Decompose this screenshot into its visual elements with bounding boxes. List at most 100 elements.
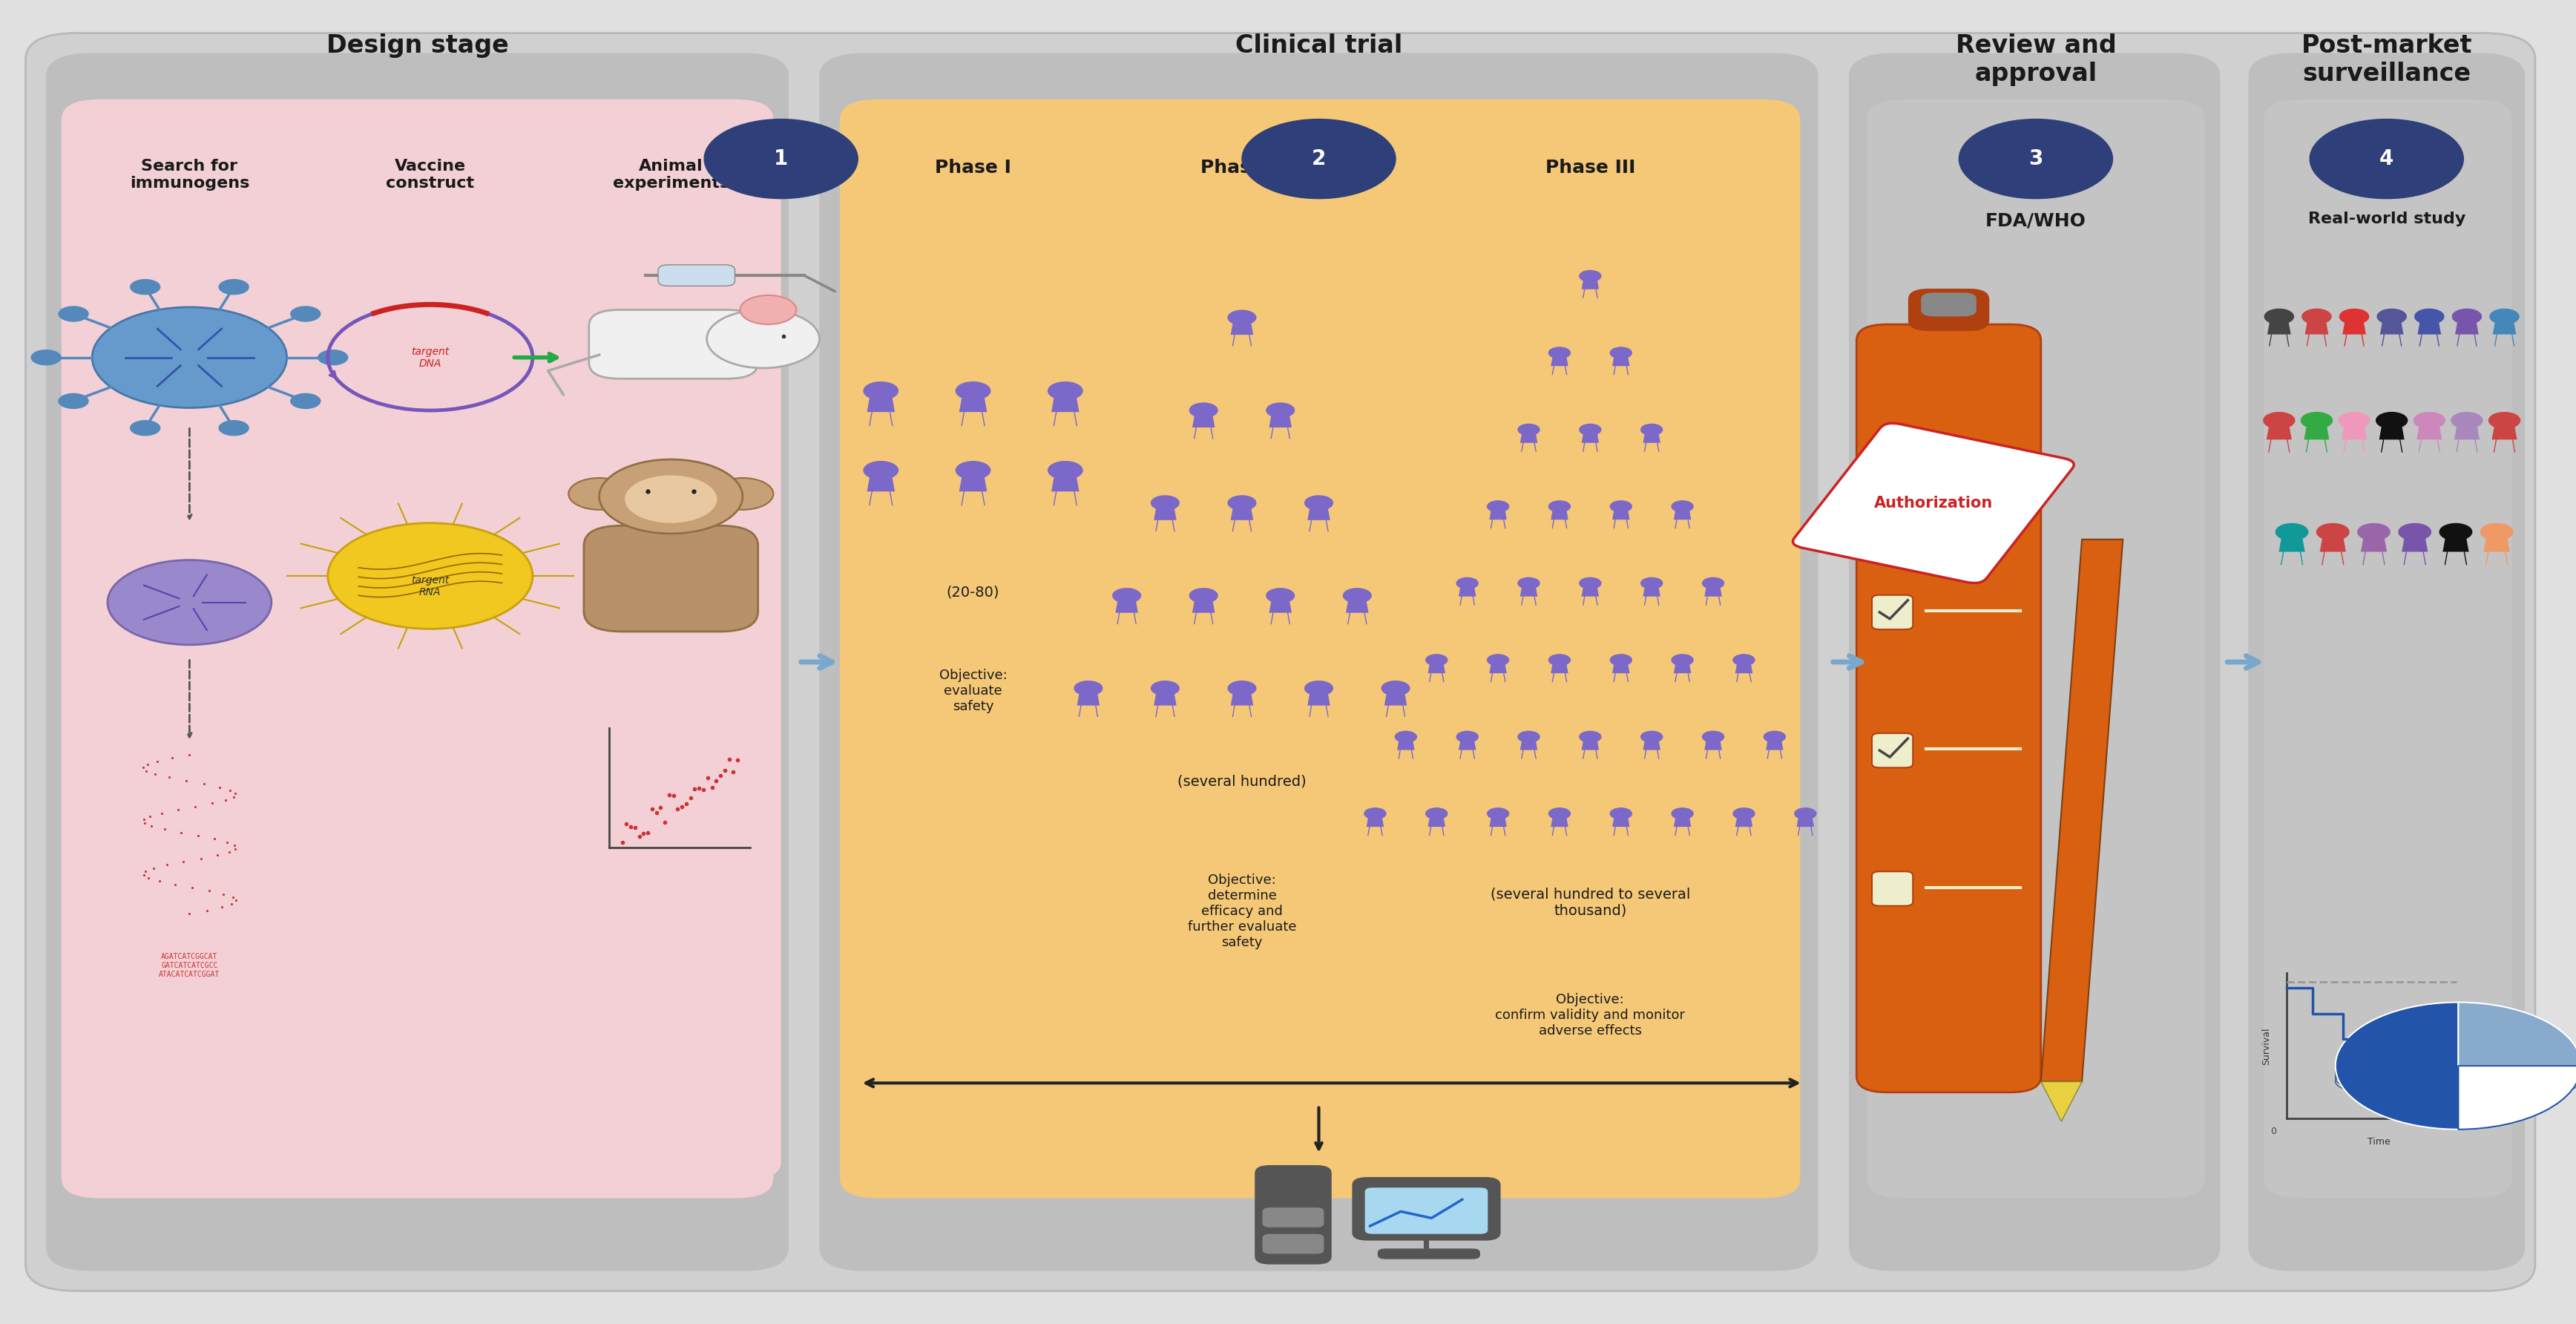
FancyBboxPatch shape xyxy=(1922,293,1976,316)
Circle shape xyxy=(2357,523,2391,540)
Polygon shape xyxy=(1051,474,1079,491)
Circle shape xyxy=(956,381,989,400)
Polygon shape xyxy=(1613,662,1628,673)
Circle shape xyxy=(1610,808,1631,820)
FancyBboxPatch shape xyxy=(590,310,757,379)
Circle shape xyxy=(1579,577,1600,589)
Circle shape xyxy=(2452,308,2481,324)
Polygon shape xyxy=(2040,1082,2081,1121)
Polygon shape xyxy=(1115,598,1139,613)
Circle shape xyxy=(863,381,899,400)
Circle shape xyxy=(1486,808,1510,820)
Text: Search for
immunogens: Search for immunogens xyxy=(129,159,250,191)
Polygon shape xyxy=(1193,413,1213,428)
Circle shape xyxy=(1190,402,1218,417)
Text: Time: Time xyxy=(2367,1137,2391,1147)
Circle shape xyxy=(1958,119,2112,199)
Polygon shape xyxy=(2401,535,2427,552)
Wedge shape xyxy=(2334,1002,2576,1129)
Circle shape xyxy=(1641,731,1662,743)
Circle shape xyxy=(863,461,899,479)
Circle shape xyxy=(2339,308,2367,324)
Circle shape xyxy=(1303,495,1332,510)
Polygon shape xyxy=(1520,585,1538,596)
FancyBboxPatch shape xyxy=(585,526,757,632)
FancyBboxPatch shape xyxy=(559,119,781,1178)
Wedge shape xyxy=(2458,1066,2576,1129)
Polygon shape xyxy=(1270,598,1291,613)
FancyBboxPatch shape xyxy=(1870,871,1911,906)
Circle shape xyxy=(2262,412,2295,429)
Circle shape xyxy=(2488,308,2519,324)
Polygon shape xyxy=(1643,585,1659,596)
Circle shape xyxy=(1610,500,1631,512)
Polygon shape xyxy=(1489,508,1507,520)
Polygon shape xyxy=(1458,739,1476,749)
Circle shape xyxy=(2339,412,2370,429)
Text: 1: 1 xyxy=(773,148,788,169)
Polygon shape xyxy=(958,395,987,412)
Circle shape xyxy=(1048,461,1082,479)
Polygon shape xyxy=(1551,816,1569,826)
Circle shape xyxy=(1672,500,1692,512)
Circle shape xyxy=(1229,310,1255,324)
FancyBboxPatch shape xyxy=(819,53,1819,1271)
FancyBboxPatch shape xyxy=(1352,1177,1499,1241)
Polygon shape xyxy=(1345,598,1368,613)
FancyBboxPatch shape xyxy=(1262,1234,1324,1254)
Text: Survival: Survival xyxy=(2262,1027,2272,1064)
Text: Real-world study: Real-world study xyxy=(2308,212,2465,226)
FancyBboxPatch shape xyxy=(1870,733,1911,768)
Circle shape xyxy=(703,119,858,199)
Text: Authorization: Authorization xyxy=(1873,495,1991,511)
Text: 2: 2 xyxy=(1311,148,1327,169)
Circle shape xyxy=(129,420,160,436)
Circle shape xyxy=(1394,731,1417,743)
Circle shape xyxy=(1517,577,1538,589)
Circle shape xyxy=(31,350,62,365)
Circle shape xyxy=(291,393,322,409)
Polygon shape xyxy=(2267,319,2290,335)
FancyBboxPatch shape xyxy=(1850,53,2221,1271)
Polygon shape xyxy=(958,474,987,491)
Circle shape xyxy=(1425,808,1448,820)
Circle shape xyxy=(1229,681,1255,695)
Polygon shape xyxy=(2342,319,2365,335)
Polygon shape xyxy=(2416,424,2442,440)
Polygon shape xyxy=(1427,816,1445,826)
Circle shape xyxy=(1381,681,1409,695)
Text: Design stage: Design stage xyxy=(327,33,507,57)
Circle shape xyxy=(600,459,742,534)
Circle shape xyxy=(2316,523,2349,540)
Polygon shape xyxy=(2442,535,2468,552)
Polygon shape xyxy=(1231,506,1252,520)
Circle shape xyxy=(1734,654,1754,666)
Circle shape xyxy=(569,478,629,510)
Circle shape xyxy=(1548,654,1569,666)
Circle shape xyxy=(1703,577,1723,589)
FancyBboxPatch shape xyxy=(1870,594,1911,629)
FancyBboxPatch shape xyxy=(1793,424,2074,583)
Polygon shape xyxy=(2380,319,2403,335)
Circle shape xyxy=(1765,731,1785,743)
Circle shape xyxy=(2450,412,2481,429)
Circle shape xyxy=(2375,412,2406,429)
FancyBboxPatch shape xyxy=(46,53,788,1271)
Circle shape xyxy=(956,461,989,479)
Polygon shape xyxy=(1582,585,1600,596)
Circle shape xyxy=(1610,347,1631,359)
Circle shape xyxy=(1548,347,1569,359)
Wedge shape xyxy=(2458,1002,2576,1066)
Text: Phase III: Phase III xyxy=(1546,159,1636,176)
Polygon shape xyxy=(1734,662,1752,673)
Polygon shape xyxy=(1383,691,1406,706)
Polygon shape xyxy=(2303,319,2329,335)
Circle shape xyxy=(2439,523,2470,540)
Circle shape xyxy=(108,560,270,645)
FancyBboxPatch shape xyxy=(1378,1249,1479,1259)
Circle shape xyxy=(59,393,88,409)
Polygon shape xyxy=(1703,739,1721,749)
Polygon shape xyxy=(1795,816,1814,826)
Text: AGATCATCGGCAT
GATCATCATCGCC
ATACATCATCGGAT: AGATCATCGGCAT GATCATCATCGCC ATACATCATCGG… xyxy=(160,953,219,978)
Circle shape xyxy=(706,310,819,368)
